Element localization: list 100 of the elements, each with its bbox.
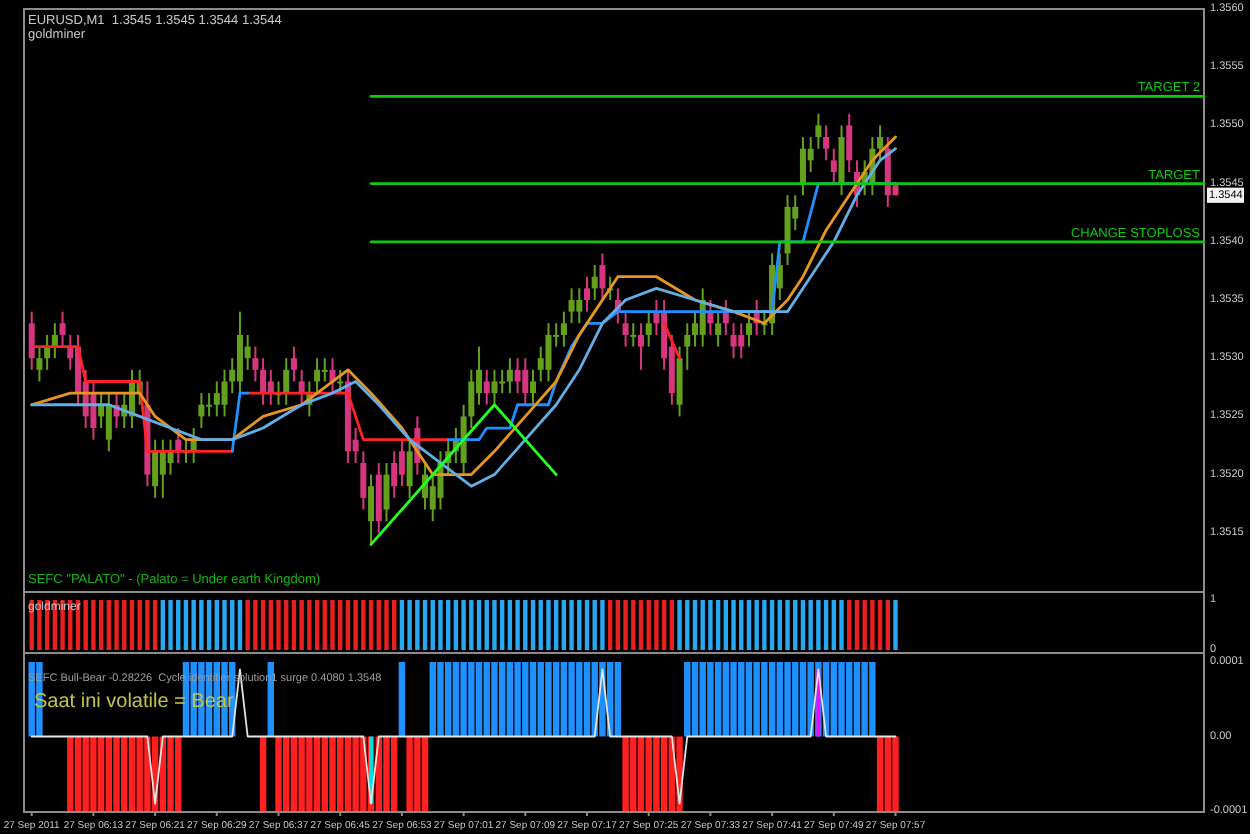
candlestick: [738, 322, 745, 360]
candlestick: [337, 368, 344, 395]
candlestick: [584, 275, 591, 313]
bar: [429, 662, 436, 737]
candlestick: [213, 380, 220, 418]
candlestick: [530, 368, 537, 406]
candlestick: [599, 252, 606, 301]
candlestick: [260, 357, 267, 406]
bar: [259, 736, 267, 811]
bar: [383, 736, 390, 811]
candlestick: [398, 438, 405, 488]
bar: [97, 736, 105, 811]
bar: [121, 736, 128, 811]
candlestick: [745, 310, 752, 348]
bar: [313, 736, 321, 811]
bar: [321, 736, 328, 811]
bar: [475, 662, 483, 737]
bar: [298, 736, 305, 811]
bar: [175, 736, 182, 811]
bar: [90, 736, 97, 811]
bar: [853, 662, 861, 737]
bar: [275, 736, 282, 811]
candlestick: [560, 310, 567, 348]
bar: [784, 662, 791, 737]
bar: [74, 736, 82, 811]
candlestick: [267, 368, 274, 406]
candlestick: [105, 392, 112, 453]
candlestick: [159, 438, 166, 499]
bar: [290, 736, 298, 811]
bar: [514, 662, 521, 737]
bar: [799, 662, 807, 737]
bar: [846, 662, 853, 737]
bar: [622, 736, 629, 811]
bar: [869, 662, 876, 737]
candlestick: [823, 124, 830, 162]
bar: [892, 736, 899, 811]
bar: [576, 662, 583, 737]
bar: [545, 662, 552, 737]
bar: [113, 736, 120, 811]
bar: [522, 662, 529, 737]
bar: [421, 736, 429, 811]
candlestick: [877, 124, 884, 162]
candlestick: [206, 392, 213, 418]
bar: [745, 662, 753, 737]
bar: [722, 662, 730, 737]
bar: [753, 662, 760, 737]
bar: [306, 736, 313, 811]
bar: [730, 662, 737, 737]
bar: [792, 662, 799, 737]
bar: [167, 736, 174, 811]
bar: [807, 662, 814, 737]
bar: [614, 662, 622, 737]
candlestick: [545, 322, 552, 383]
candlestick: [298, 368, 305, 406]
bar: [714, 662, 722, 737]
candlestick: [499, 368, 506, 395]
bar: [653, 736, 660, 811]
bar: [337, 736, 344, 811]
bar: [283, 736, 290, 811]
bar: [776, 662, 784, 737]
candlestick: [491, 368, 498, 406]
candlestick: [568, 287, 575, 325]
bar: [738, 662, 745, 737]
candlestick: [283, 357, 290, 406]
bar: [406, 736, 413, 811]
bar: [684, 662, 691, 737]
candlestick: [483, 368, 490, 406]
bar: [498, 662, 506, 737]
candlestick: [290, 345, 297, 383]
bar: [691, 662, 699, 737]
candlestick: [622, 310, 629, 348]
candlestick: [391, 450, 398, 499]
bar: [506, 662, 514, 737]
bar: [645, 736, 652, 811]
bar: [660, 736, 668, 811]
bar: [437, 662, 444, 737]
bar: [329, 736, 336, 811]
bar: [344, 736, 352, 811]
bar: [707, 662, 714, 737]
candlestick: [645, 310, 652, 348]
bar: [414, 736, 421, 811]
bar: [105, 736, 113, 811]
bar: [398, 662, 406, 737]
candlestick: [314, 357, 321, 395]
candlestick: [152, 438, 159, 499]
bar: [460, 662, 467, 737]
candlestick: [514, 357, 521, 395]
candlestick: [838, 124, 845, 197]
bar: [838, 662, 845, 737]
bar: [699, 662, 706, 737]
candlestick: [591, 264, 598, 301]
candlestick: [236, 310, 243, 395]
bar: [468, 662, 475, 737]
candlestick: [368, 473, 375, 546]
bar: [452, 662, 460, 737]
candlestick: [59, 310, 66, 348]
bar: [483, 662, 490, 737]
bar: [391, 736, 398, 811]
candlestick: [506, 357, 513, 395]
candlestick: [375, 461, 382, 534]
